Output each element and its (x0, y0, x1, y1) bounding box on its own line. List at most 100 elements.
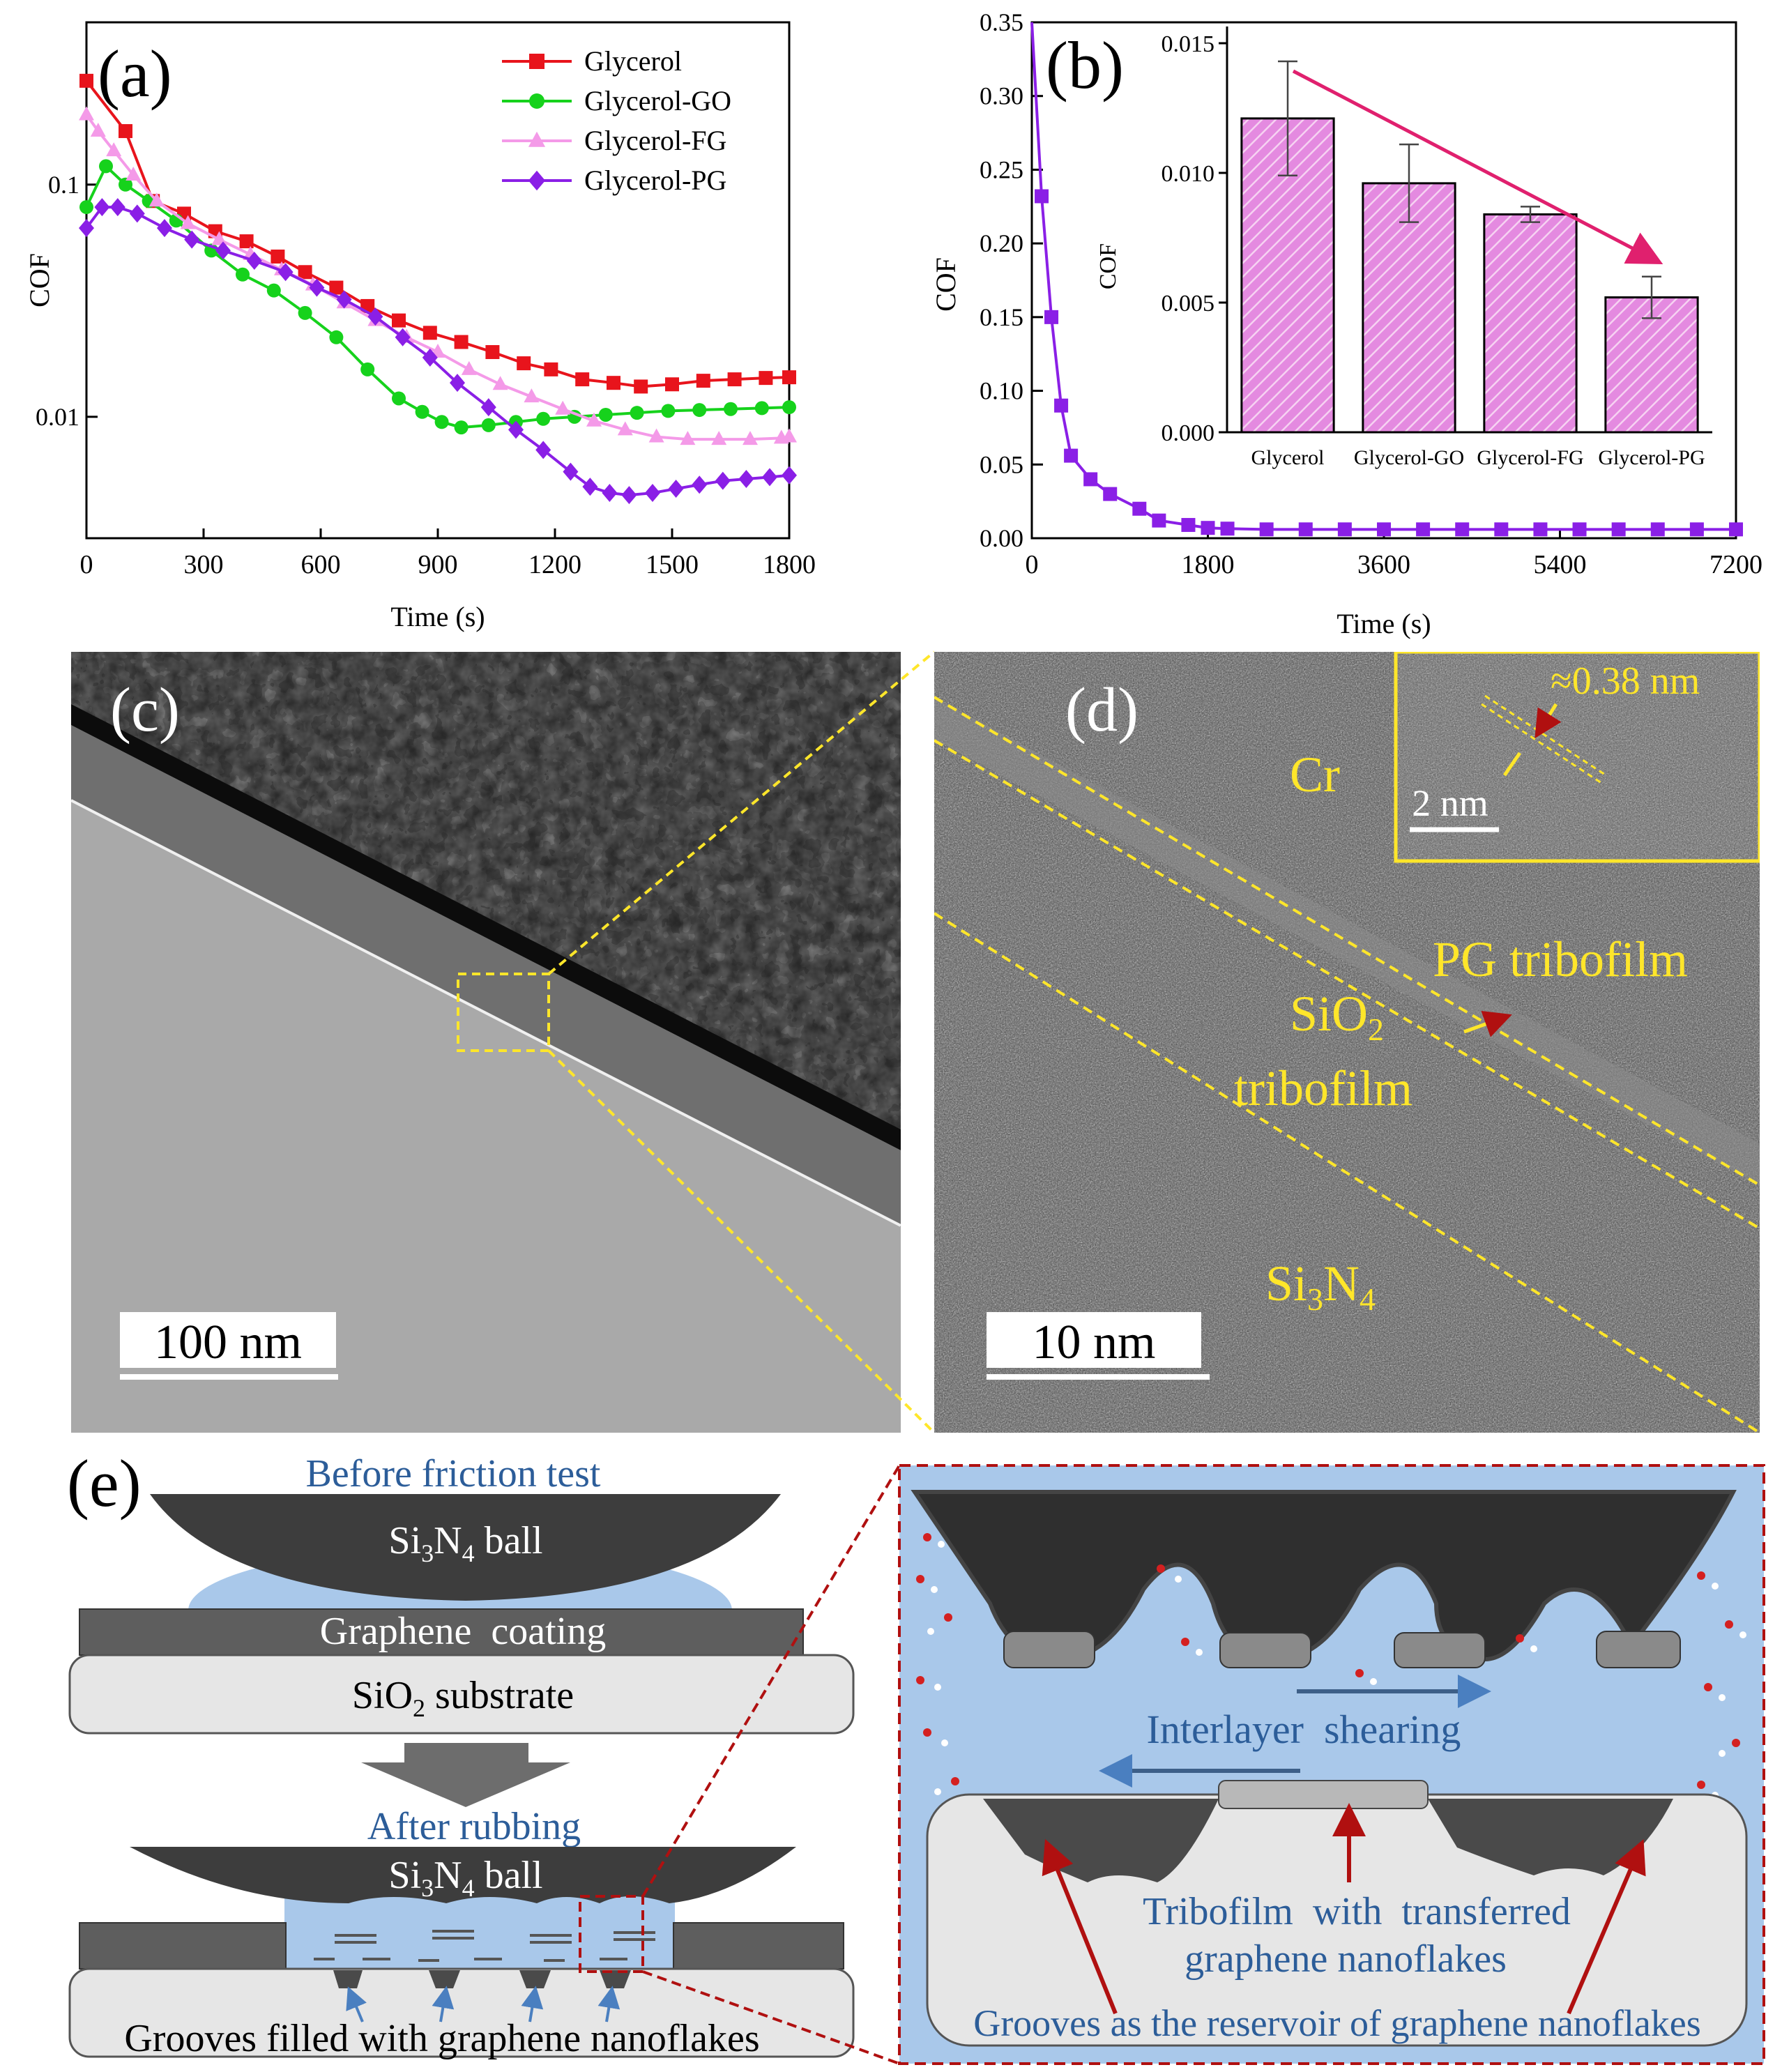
data-point (329, 280, 344, 295)
panel-d-pg-label: PG tribofilm (1433, 931, 1688, 987)
panel-d-inset-scale-text: 2 nm (1412, 782, 1488, 824)
data-point (563, 462, 579, 481)
data-point (715, 471, 731, 490)
data-point (759, 371, 773, 386)
data-point (1064, 448, 1079, 463)
sio2-substrate-label: SiO2 substrate (352, 1674, 574, 1722)
x-tick-label: 1800 (763, 550, 816, 579)
data-point (1054, 398, 1069, 413)
y-tick-label: 0.00 (980, 524, 1023, 552)
panel-d-sio2-label-line2: tribofilm (1234, 1060, 1412, 1116)
y-tick-label: 0.30 (980, 82, 1023, 110)
data-point (1259, 522, 1274, 537)
series-glycerol-pg (79, 198, 797, 505)
data-point (1533, 522, 1548, 537)
data-point (79, 219, 94, 238)
data-point (157, 219, 172, 238)
data-point (461, 360, 477, 375)
data-point (360, 362, 375, 376)
data-point (148, 192, 165, 207)
data-point (738, 469, 754, 488)
data-point (1572, 522, 1587, 537)
legend-entry: Glycerol-GO (584, 85, 731, 116)
inset-category-label: Glycerol (1251, 446, 1325, 469)
sio2-substrate-before (68, 1654, 855, 1735)
data-point (106, 142, 122, 157)
legend-marker (529, 93, 544, 109)
data-point (422, 326, 437, 340)
x-tick-label: 300 (184, 550, 224, 579)
groove-reservoir-left (983, 1799, 1219, 1882)
data-point (454, 420, 469, 435)
data-point (607, 376, 620, 390)
data-point (1298, 522, 1313, 537)
data-point (395, 328, 411, 346)
x-tick-label: 1500 (646, 550, 699, 579)
data-point (1201, 521, 1215, 535)
data-point (1035, 189, 1049, 204)
inset-bars: Glycerol Glycerol-GO Glycerol-FG Glycerol-P… (1240, 60, 1705, 469)
y-tick-label: 0.15 (980, 303, 1023, 331)
grooves-filled-label: Grooves filled with graphene nanoflakes (124, 2017, 759, 2060)
data-point (665, 377, 679, 392)
data-point (1220, 521, 1235, 536)
data-point (481, 418, 496, 432)
legend-marker (528, 131, 546, 147)
data-point (119, 124, 132, 139)
panel-a-xlabel: Time (s) (390, 601, 485, 632)
panel-d-si3n4-label: Si3N4 (1265, 1256, 1376, 1317)
data-point (119, 177, 132, 192)
data-point (1132, 501, 1147, 516)
data-point (392, 313, 406, 328)
data-point (645, 484, 660, 503)
data-point (109, 198, 125, 217)
legend-marker (529, 54, 544, 69)
y-tick-label: 0.05 (980, 450, 1023, 478)
inset-trend-arrow (1292, 69, 1663, 264)
sio2-boundary (934, 912, 1760, 1433)
data-point (1083, 472, 1098, 487)
panel-b-label: (b) (1046, 28, 1124, 102)
panel-c-label: (c) (110, 676, 180, 745)
data-point (129, 204, 145, 223)
tribofilm-label-line1: Tribofilm with transferred (1143, 1890, 1571, 1933)
zoom-connector-bottom (547, 1049, 936, 1434)
inset-y-tick-label: 0.015 (1162, 31, 1215, 57)
panel-d-inset: ≈0.38 nm 2 nm (1394, 652, 1760, 863)
data-point (1181, 517, 1196, 532)
panel-b-ylabel: COF (930, 257, 961, 312)
data-point (266, 283, 281, 298)
process-arrow (361, 1743, 570, 1807)
transferred-tribofilm (1218, 1780, 1429, 1809)
si3n4-ball-before-label: Si3N4 ball (388, 1519, 542, 1567)
data-point (692, 403, 707, 418)
x-tick-label: 0 (1026, 550, 1039, 579)
data-point (1611, 522, 1626, 537)
data-point (602, 484, 618, 503)
data-point (1377, 522, 1391, 537)
data-point (782, 370, 796, 385)
data-point (298, 305, 312, 320)
data-point (277, 263, 294, 282)
data-point (754, 401, 769, 416)
data-point (782, 428, 797, 443)
data-point (125, 167, 142, 181)
nanoflake-clusters-upper (1003, 1631, 1681, 1668)
data-point (480, 398, 496, 417)
data-point (508, 420, 524, 439)
data-point (450, 374, 465, 393)
data-point (1494, 522, 1509, 537)
data-point (180, 215, 196, 229)
data-point (617, 421, 633, 436)
y-tick-label: 0.25 (980, 155, 1023, 183)
data-point (630, 406, 644, 420)
panel-a-label: (a) (98, 36, 172, 111)
data-point (535, 441, 551, 459)
data-point (634, 379, 648, 394)
data-point (598, 407, 613, 422)
data-point (782, 466, 797, 485)
data-point (422, 348, 438, 367)
data-point (79, 73, 93, 88)
y-tick-label: 0.35 (980, 8, 1023, 36)
data-point (1416, 522, 1431, 537)
